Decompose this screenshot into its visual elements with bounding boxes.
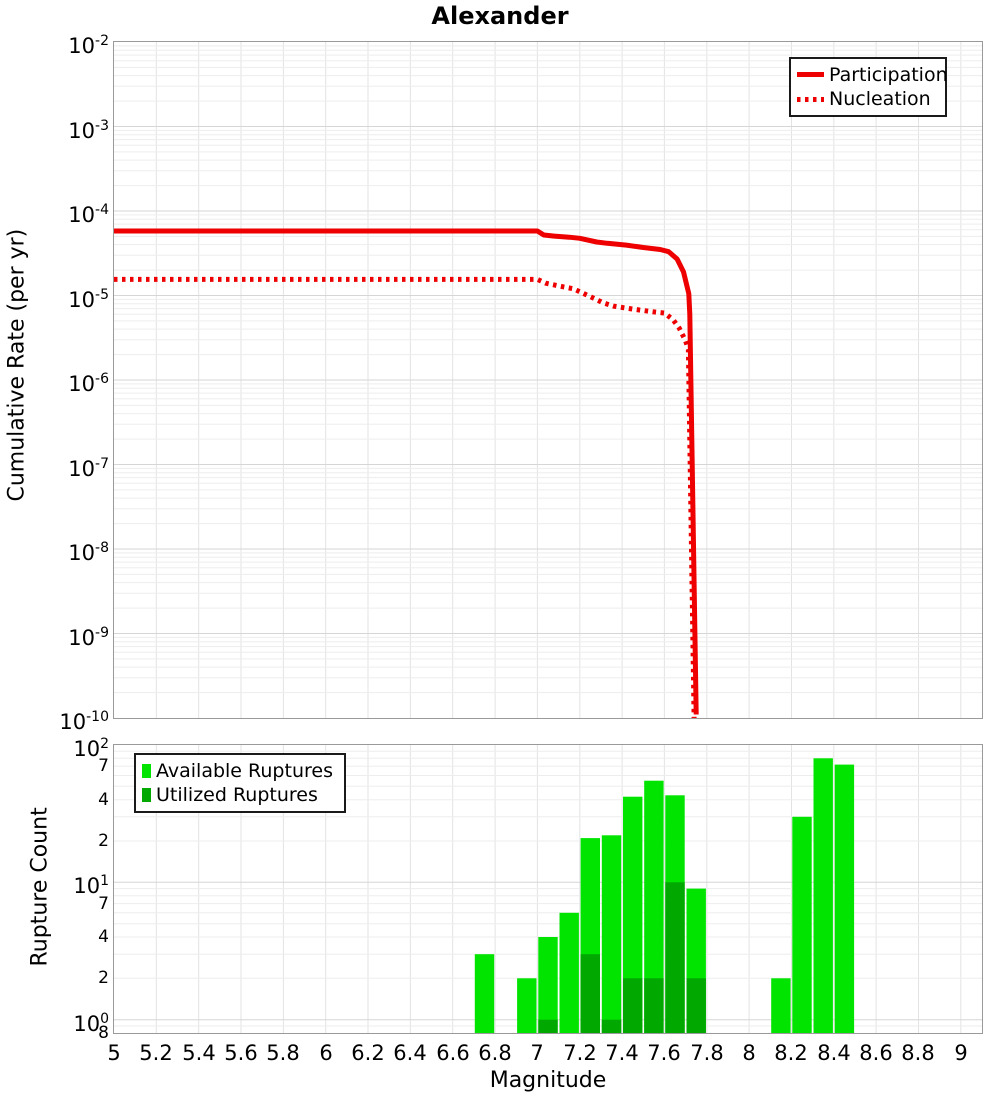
utilized-bar xyxy=(580,954,600,1033)
top-y-tick-label: 10-4 xyxy=(68,202,109,227)
legend-row-utilized: Utilized Ruptures xyxy=(142,784,338,806)
available-bar xyxy=(623,796,643,1033)
x-tick-label: 5.8 xyxy=(266,1041,300,1065)
x-tick-label: 6.8 xyxy=(478,1041,512,1065)
top-y-tick-label: 10-2 xyxy=(68,33,109,58)
available-ruptures-swatch-icon xyxy=(142,763,151,778)
rupture-legend: Available Ruptures Utilized Ruptures xyxy=(134,753,346,813)
chart-title: Alexander xyxy=(431,2,569,30)
utilized-bar xyxy=(644,978,664,1033)
top-y-tick-label: 10-5 xyxy=(68,287,109,312)
available-bar xyxy=(474,954,495,1033)
available-bar xyxy=(601,835,622,1033)
bottom-y-tick-label: 102 xyxy=(73,736,109,761)
participation-legend-label: Participation xyxy=(829,63,948,86)
nucleation-curve xyxy=(114,276,697,718)
utilized-ruptures-swatch-icon xyxy=(142,788,151,803)
utilized-bar xyxy=(665,882,685,1033)
available-bar xyxy=(559,912,579,1033)
top-y-tick-label: 10-3 xyxy=(68,118,109,143)
x-tick-label: 9 xyxy=(954,1041,968,1065)
top-y-tick-label: 10-9 xyxy=(68,625,109,650)
x-tick-label: 7.2 xyxy=(563,1041,597,1065)
utilized-bar xyxy=(601,1019,622,1033)
x-axis-label: Magnitude xyxy=(489,1068,607,1093)
rate-legend: Participation Nucleation xyxy=(789,57,948,117)
utilized-bar xyxy=(686,978,706,1033)
available-ruptures-legend-label: Available Ruptures xyxy=(156,759,333,782)
x-tick-label: 7.6 xyxy=(647,1041,681,1065)
top-y-axis-label: Cumulative Rate (per yr) xyxy=(4,228,30,502)
top-y-tick-label: 10-6 xyxy=(68,371,109,396)
available-bar xyxy=(771,978,791,1033)
x-tick-label: 7.4 xyxy=(605,1041,639,1065)
nucleation-dotted-line-icon xyxy=(797,96,824,102)
legend-row-available: Available Ruptures xyxy=(142,760,338,782)
top-y-tick-label: 10-10 xyxy=(59,709,109,734)
x-tick-label: 6.2 xyxy=(351,1041,385,1065)
bottom-y-minor-tick-label: 7 xyxy=(98,894,109,914)
rate-plot xyxy=(114,42,982,718)
x-tick-label: 8 xyxy=(742,1041,756,1065)
bottom-y-minor-tick-label: 2 xyxy=(98,968,109,988)
available-bar xyxy=(813,758,833,1033)
bottom-y-minor-tick-label: 4 xyxy=(98,927,109,947)
bottom-y-tick-label: 101 xyxy=(73,873,109,898)
x-tick-label: 6.6 xyxy=(436,1041,470,1065)
participation-curve xyxy=(114,228,699,715)
rate-plot-panel xyxy=(113,41,983,719)
legend-row-participation: Participation xyxy=(797,64,948,86)
x-tick-label: 7.8 xyxy=(690,1041,724,1065)
utilized-ruptures-legend-label: Utilized Ruptures xyxy=(156,784,318,807)
participation-line-icon xyxy=(797,72,824,78)
x-tick-label: 5 xyxy=(107,1041,121,1065)
legend-row-nucleation: Nucleation xyxy=(797,88,939,110)
nucleation-legend-label: Nucleation xyxy=(829,88,931,111)
x-tick-label: 6 xyxy=(319,1041,333,1065)
utilized-bar xyxy=(623,978,643,1033)
bottom-y-minor-tick-label: 8 xyxy=(98,1023,109,1043)
x-tick-label: 5.4 xyxy=(182,1041,216,1065)
available-bar xyxy=(644,780,664,1033)
top-y-tick-label: 10-7 xyxy=(68,456,109,481)
x-tick-label: 7 xyxy=(530,1041,544,1065)
available-bar xyxy=(517,978,537,1033)
x-tick-label: 5.6 xyxy=(224,1041,258,1065)
x-tick-label: 8.8 xyxy=(901,1041,935,1065)
available-bar xyxy=(792,816,812,1033)
x-tick-label: 8.4 xyxy=(817,1041,851,1065)
bottom-y-minor-tick-label: 2 xyxy=(98,831,109,851)
bottom-y-minor-tick-label: 4 xyxy=(98,790,109,810)
utilized-bar xyxy=(538,1019,558,1033)
x-tick-label: 6.4 xyxy=(393,1041,427,1065)
x-tick-label: 8.6 xyxy=(859,1041,893,1065)
x-tick-label: 8.2 xyxy=(774,1041,808,1065)
x-tick-label: 5.2 xyxy=(139,1041,173,1065)
available-bar xyxy=(538,937,558,1033)
available-bar xyxy=(834,764,855,1033)
top-y-tick-label: 10-8 xyxy=(68,540,109,565)
bottom-y-tick-label: 100 xyxy=(73,1011,109,1036)
bottom-y-minor-tick-label: 7 xyxy=(98,756,109,776)
